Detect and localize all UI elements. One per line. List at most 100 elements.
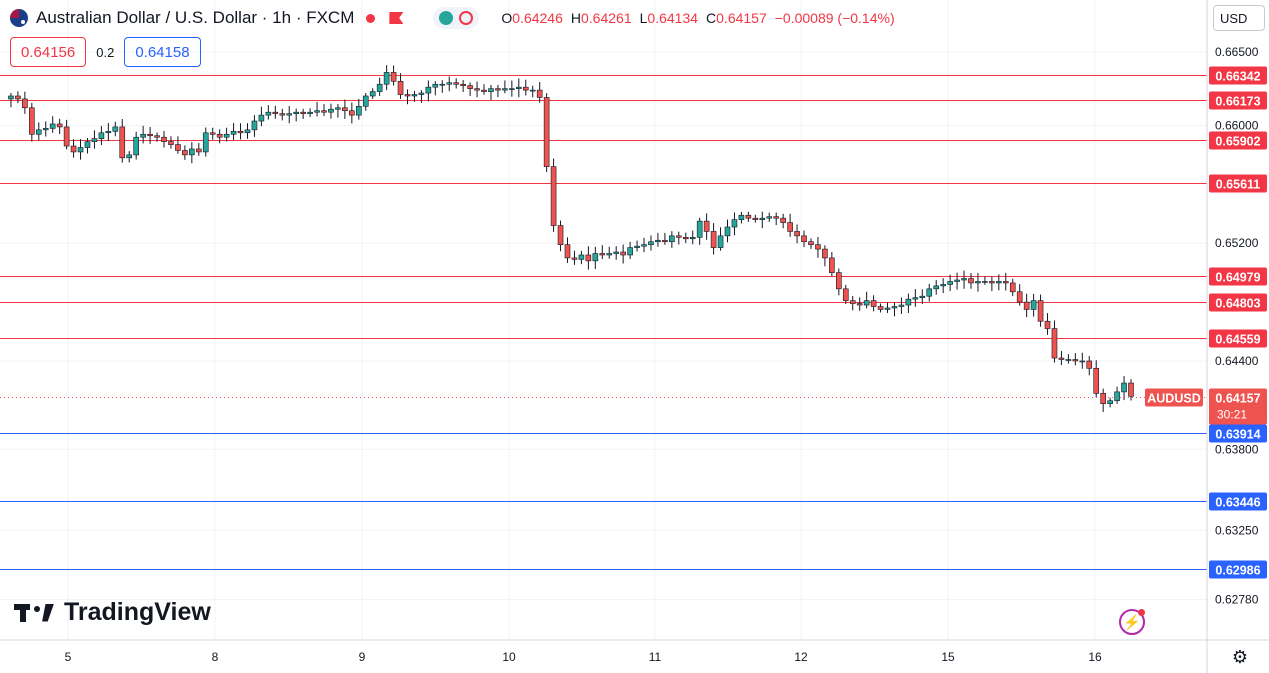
- candle-down: [1058, 357, 1065, 360]
- candle-up: [592, 253, 599, 262]
- candle-down: [453, 82, 459, 85]
- candle-down: [404, 94, 411, 97]
- y-tick-label: 0.63250: [1215, 523, 1259, 537]
- candle-down: [564, 244, 571, 259]
- candle-down: [773, 216, 780, 219]
- candle-down: [1002, 281, 1009, 284]
- candle-up: [293, 111, 299, 114]
- x-tick-label: 12: [794, 650, 808, 664]
- y-tick-label: 0.62780: [1215, 592, 1259, 606]
- x-tick-label: 15: [941, 650, 955, 664]
- indicator-toggle[interactable]: [433, 7, 480, 29]
- level-tag-text: 0.63446: [1215, 496, 1260, 510]
- sell-price-button[interactable]: 0.64156: [10, 37, 87, 67]
- candle-up: [975, 281, 981, 284]
- candle-up: [411, 94, 418, 97]
- candle-down: [808, 241, 814, 245]
- candle-up: [439, 83, 446, 86]
- tradingview-logo[interactable]: TradingView: [14, 598, 211, 627]
- buy-price-button[interactable]: 0.64158: [124, 37, 201, 67]
- ohlc-values: O0.64246 H0.64261 L0.64134 C0.64157 −0.0…: [501, 10, 894, 26]
- candle-down: [780, 217, 786, 223]
- candle-down: [543, 97, 550, 167]
- candle-down: [342, 107, 348, 112]
- candle-down: [154, 135, 160, 138]
- ohlc-high-label: H: [570, 10, 581, 26]
- x-tick-label: 10: [502, 650, 516, 664]
- flag-marker-icon[interactable]: [389, 12, 404, 24]
- green-circle-icon: [439, 11, 454, 25]
- market-status-icon[interactable]: [366, 13, 376, 23]
- symbol-tag: [1145, 388, 1203, 407]
- candle-down: [815, 244, 821, 250]
- candle-up: [1065, 359, 1072, 361]
- candle-down: [787, 222, 793, 232]
- candle-down: [63, 126, 70, 147]
- candle-down: [321, 110, 327, 113]
- candle-up: [648, 241, 654, 245]
- candle-up: [891, 306, 898, 309]
- candle-down: [397, 80, 404, 95]
- y-tick-label: 0.65200: [1215, 236, 1259, 250]
- candle-up: [126, 154, 133, 159]
- candle-down: [1086, 360, 1093, 369]
- flash-icon[interactable]: ⚡: [1119, 609, 1145, 635]
- candle-down: [495, 88, 501, 91]
- candle-up: [766, 216, 773, 219]
- candle-down: [662, 239, 668, 243]
- candle-up: [425, 86, 432, 94]
- candle-up: [529, 89, 536, 92]
- candle-down: [1037, 300, 1044, 322]
- symbol-title[interactable]: Australian Dollar / U.S. Dollar · 1h · F…: [36, 8, 355, 27]
- candle-up: [258, 114, 265, 122]
- candle-up: [940, 284, 946, 287]
- level-tag-text: 0.65902: [1215, 135, 1260, 149]
- candle-down: [22, 98, 28, 109]
- candle-down: [620, 251, 626, 256]
- candle-up: [759, 217, 766, 220]
- level-tag-resistance: [1209, 66, 1267, 85]
- candle-up: [112, 126, 119, 132]
- candle-up: [696, 220, 703, 238]
- red-circle-icon: [459, 11, 474, 25]
- candle-down: [15, 95, 21, 100]
- candle-up: [84, 141, 91, 148]
- candle-down: [822, 248, 828, 259]
- candle-up: [35, 129, 42, 135]
- candle-up: [689, 237, 696, 240]
- level-tag-support: [1209, 492, 1267, 511]
- candle-down: [147, 133, 153, 137]
- candle-up: [996, 281, 1002, 284]
- candle-up: [307, 111, 313, 114]
- candle-up: [898, 304, 905, 307]
- level-tag-text: 0.66173: [1215, 95, 1260, 109]
- ohlc-open-label: O: [501, 10, 513, 26]
- candle-down: [272, 111, 279, 114]
- currency-select[interactable]: USD: [1213, 5, 1265, 31]
- candle-down: [119, 126, 126, 159]
- candle-up: [1079, 360, 1086, 363]
- gear-icon[interactable]: ⚙: [1231, 646, 1249, 667]
- candle-up: [502, 88, 508, 91]
- level-tag-resistance: [1209, 329, 1267, 348]
- candle-up: [42, 128, 49, 131]
- candle-up: [738, 214, 745, 220]
- candle-up: [335, 107, 341, 110]
- candle-up: [202, 132, 209, 153]
- candle-up: [49, 123, 56, 129]
- candle-down: [989, 281, 995, 284]
- ohlc-high-value: 0.64261: [581, 10, 632, 26]
- candle-up: [905, 298, 912, 306]
- candle-down: [585, 254, 592, 262]
- candle-down: [836, 272, 842, 290]
- candle-down: [522, 86, 529, 91]
- candle-down: [870, 300, 877, 307]
- ohlc-low-label: L: [639, 10, 648, 26]
- candle-down: [550, 166, 557, 226]
- level-tag-text: 0.62986: [1215, 564, 1260, 578]
- x-tick-label: 11: [649, 650, 662, 664]
- candle-down: [390, 72, 397, 82]
- candle-up: [369, 91, 376, 97]
- candle-down: [460, 83, 466, 86]
